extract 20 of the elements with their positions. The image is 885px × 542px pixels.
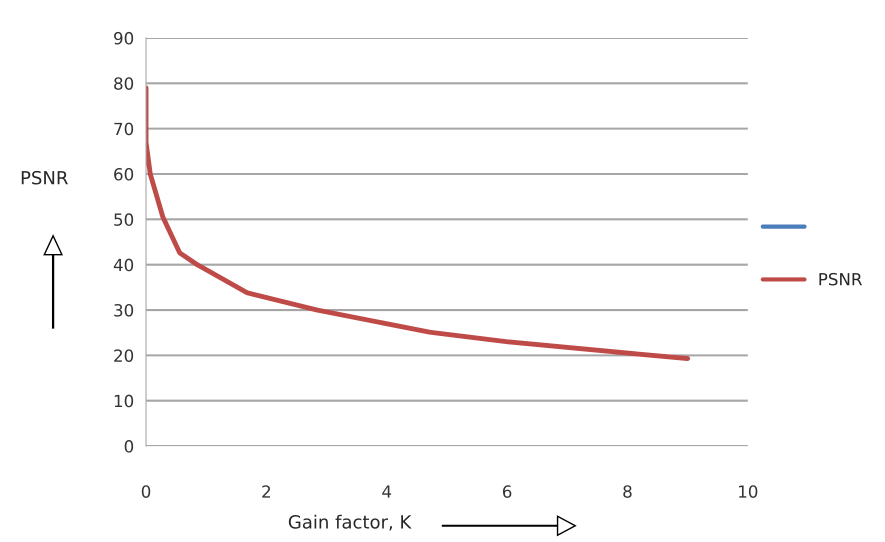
y-tick-label: 60 (114, 168, 134, 181)
y-tick-label: 40 (114, 258, 134, 272)
line-series (146, 85, 690, 361)
y-tick-label: 10 (114, 394, 134, 408)
x-tick-label: 8 (623, 485, 632, 498)
y-tick-label: 90 (114, 32, 134, 45)
x-tick-label: 0 (142, 485, 150, 498)
legend-label: PSNR (819, 272, 862, 286)
y-tick-label: 50 (114, 213, 134, 226)
x-tick-label: 6 (502, 485, 512, 498)
x-tick-label: 4 (382, 485, 392, 498)
y-axis-title: PSNR (22, 170, 68, 185)
x-tick-label: 10 (739, 485, 758, 498)
y-tick-label: 20 (114, 349, 134, 362)
y-tick-label: 80 (114, 77, 134, 90)
y-tick-label: 70 (114, 122, 134, 136)
y-tick-label: 0 (124, 440, 134, 453)
x-axis-title: Gain factor, K (288, 514, 412, 531)
x-tick-label: 2 (262, 485, 270, 498)
y-tick-label: 30 (114, 304, 134, 317)
